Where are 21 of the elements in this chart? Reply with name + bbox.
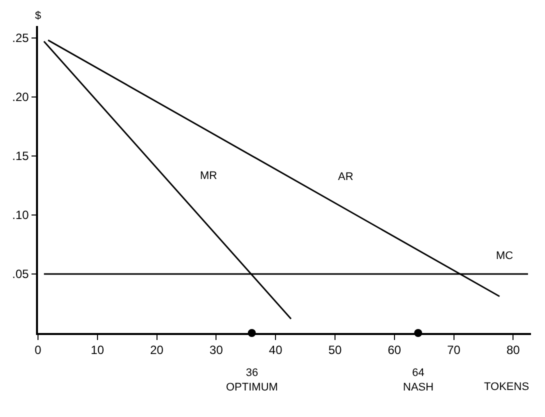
x-axis-title: TOKENS: [484, 381, 530, 393]
y-tick-label: .05: [12, 267, 30, 282]
y-tick-label: .15: [12, 149, 30, 164]
y-tick-label: .10: [12, 208, 30, 222]
text: 64 NASH: [403, 367, 434, 394]
x-tick-label: 80: [506, 343, 520, 358]
x-tick-label: 10: [90, 343, 104, 358]
x-tick-label: 30: [210, 343, 224, 358]
y-axis-title: $: [35, 10, 42, 22]
x-tick-label: 20: [150, 343, 164, 358]
x-tick-label: 40: [268, 343, 283, 358]
y-tick-label: .20: [12, 90, 30, 104]
x-tick-label: 70: [447, 343, 461, 358]
x-tick-label: 60: [388, 343, 402, 358]
series-label: MC: [496, 250, 514, 262]
x-tick-label: 50: [328, 343, 342, 358]
text: MR: [200, 170, 218, 182]
y-tick-label: .25: [12, 31, 30, 46]
x-tick-label: 0: [34, 343, 42, 358]
text: 36 OPTIMUM: [226, 367, 278, 394]
series-label: AR: [338, 171, 354, 183]
